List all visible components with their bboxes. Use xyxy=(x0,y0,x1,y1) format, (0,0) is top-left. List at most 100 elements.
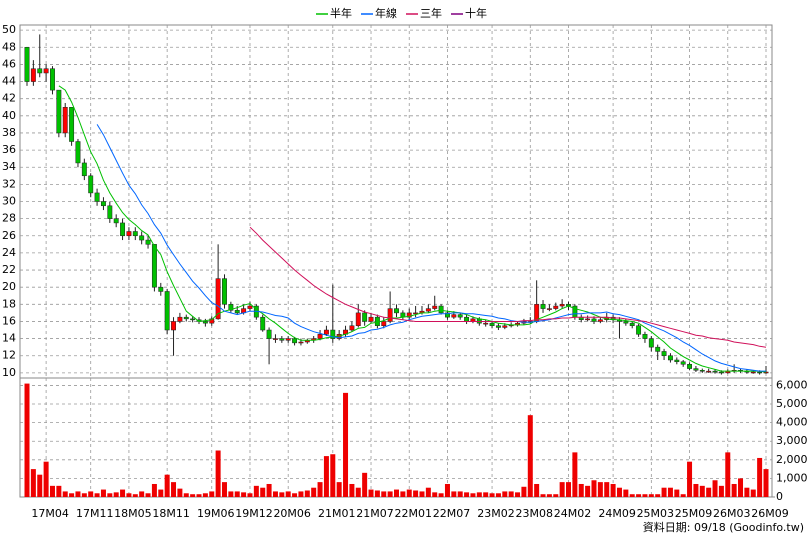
candle-body xyxy=(330,329,336,339)
volume-bar xyxy=(253,485,259,497)
volume-bar xyxy=(107,493,113,497)
candle-body xyxy=(368,316,374,322)
candle-body xyxy=(687,364,693,369)
volume-bar xyxy=(604,482,610,497)
ma-line xyxy=(58,85,767,373)
volume-bar xyxy=(648,494,654,497)
volume-bar xyxy=(680,494,686,497)
candle-body xyxy=(699,370,705,372)
volume-bar xyxy=(75,491,81,497)
candle-body xyxy=(228,304,234,311)
volume-bar xyxy=(425,487,431,497)
candle-body xyxy=(661,351,667,356)
candle-body xyxy=(75,141,81,164)
volume-bar xyxy=(69,493,75,497)
ma-line xyxy=(249,226,767,348)
y-tick-label: 14 xyxy=(2,332,16,345)
volume-bar xyxy=(272,491,278,497)
volume-bar xyxy=(585,485,591,497)
x-tick-label: 21M07 xyxy=(356,507,394,520)
volume-bar xyxy=(623,489,629,497)
volume-bar xyxy=(145,493,151,497)
y-tick-label: 26 xyxy=(2,229,16,242)
candle-body xyxy=(483,322,489,325)
volume-bar xyxy=(190,494,196,497)
volume-bar xyxy=(394,489,399,497)
y-tick-label: 48 xyxy=(2,40,16,53)
x-tick-label: 24M09 xyxy=(598,507,636,520)
y-tick-label: 34 xyxy=(2,160,16,173)
volume-bar xyxy=(731,483,737,497)
volume-bar xyxy=(94,493,100,497)
candle-body xyxy=(139,235,145,241)
y-tick-label: 46 xyxy=(2,57,16,70)
volume-bar xyxy=(62,491,68,497)
candle-body xyxy=(629,322,635,326)
candle-body xyxy=(260,316,266,331)
volume-bar xyxy=(667,487,673,497)
candle-body xyxy=(464,316,470,322)
volume-bar xyxy=(521,486,527,497)
volume-bar xyxy=(642,494,648,497)
volume-bar xyxy=(540,494,546,497)
volume-bar xyxy=(374,490,380,497)
volume-bar xyxy=(750,489,756,497)
volume-bar xyxy=(578,483,584,497)
candle-body xyxy=(183,316,189,320)
candle-body xyxy=(190,318,196,321)
candle-body xyxy=(693,368,699,371)
volume-bar xyxy=(355,487,361,497)
y-tick-label: 40 xyxy=(2,109,16,122)
candle-body xyxy=(680,361,686,365)
candle-body xyxy=(381,321,387,326)
volume-bar xyxy=(37,474,43,497)
candle-body xyxy=(298,341,304,344)
volume-bar xyxy=(610,483,616,497)
candle-body xyxy=(222,278,227,305)
volume-bar xyxy=(30,469,36,497)
volume-bar xyxy=(81,493,87,497)
volume-bar xyxy=(419,491,425,497)
y2-tick-label: 2,000 xyxy=(776,453,808,466)
candle-body xyxy=(585,318,591,321)
volume-bar xyxy=(438,493,444,497)
candle-body xyxy=(718,371,724,374)
candle-body xyxy=(655,346,661,352)
candle-body xyxy=(94,192,100,202)
x-tick-label: 26M09 xyxy=(751,507,789,520)
candle-body xyxy=(489,322,495,326)
volume-bar xyxy=(413,490,419,497)
x-tick-label: 21M01 xyxy=(318,507,356,520)
candle-body xyxy=(763,371,769,374)
candle-body xyxy=(706,370,712,373)
candle-body xyxy=(145,239,151,245)
candle-body xyxy=(394,308,399,314)
volume-bar xyxy=(655,494,661,497)
x-tick-label: 17M04 xyxy=(31,507,69,520)
candle-body xyxy=(100,201,106,207)
x-tick-label: 25M09 xyxy=(675,507,713,520)
y-tick-label: 36 xyxy=(2,143,16,156)
candle-body xyxy=(432,305,438,309)
volume-bar xyxy=(457,491,463,497)
candle-body xyxy=(266,329,272,339)
x-tick-label: 23M02 xyxy=(477,507,515,520)
legend-label: 十年 xyxy=(465,6,487,20)
y-tick-label: 18 xyxy=(2,297,16,310)
volume-bar xyxy=(247,493,253,497)
candle-body xyxy=(648,338,654,348)
volume-bar xyxy=(744,487,750,497)
candle-body xyxy=(553,305,559,309)
candle-body xyxy=(642,334,648,339)
candle-body xyxy=(495,325,501,328)
y-tick-label: 22 xyxy=(2,263,16,276)
volume-bar xyxy=(336,482,342,497)
candle-body xyxy=(362,312,368,322)
volume-bar xyxy=(502,491,508,497)
legend-label: 三年 xyxy=(420,6,442,20)
volume-bar xyxy=(158,489,164,497)
candle-body xyxy=(559,304,565,307)
volume-bar xyxy=(24,383,30,497)
candle-body xyxy=(69,107,75,142)
volume-bar xyxy=(591,480,597,497)
